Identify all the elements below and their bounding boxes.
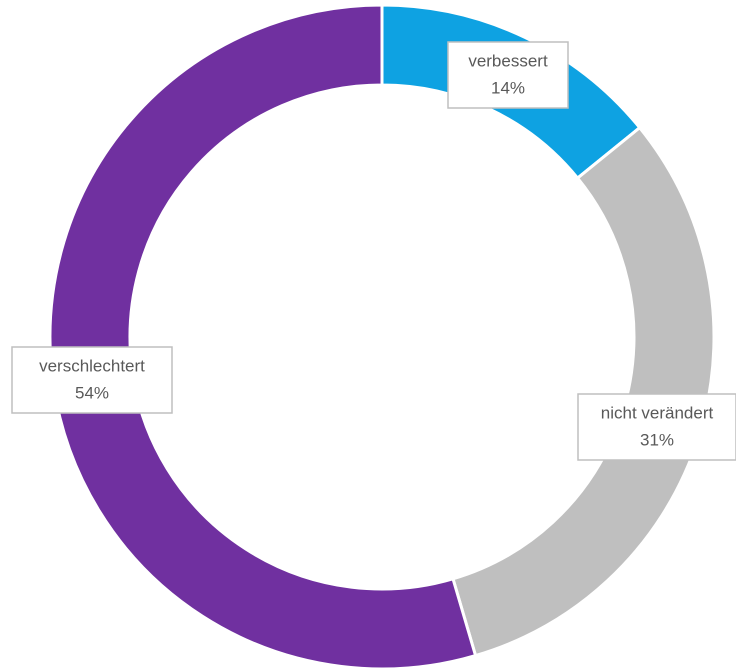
category-label: verschlechtert [39,356,145,375]
data-label-box [447,41,569,109]
donut-slice [48,3,478,671]
value-label: 14% [491,78,525,97]
data-label-box [11,346,173,414]
data-label-box [577,393,736,461]
donut-slice [451,125,716,658]
value-label: 54% [75,383,109,402]
value-label: 31% [640,430,674,449]
category-label: nicht verändert [601,403,714,422]
category-label: verbessert [468,51,548,70]
